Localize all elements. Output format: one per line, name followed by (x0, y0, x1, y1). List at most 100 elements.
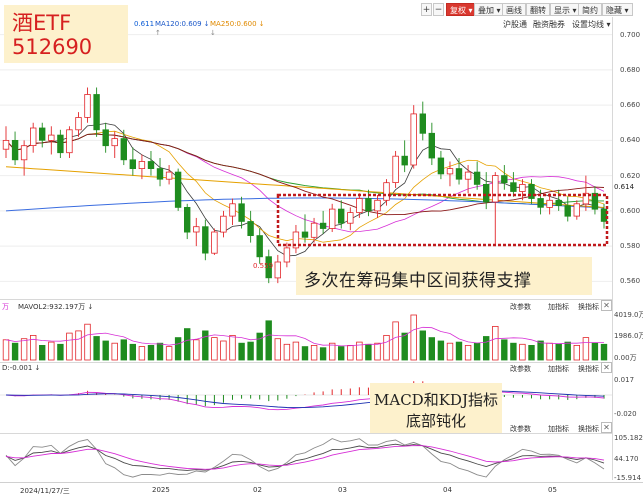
candle-body (546, 199, 553, 208)
indicator-annotation: MACD和KDJ指标 底部钝化 (370, 383, 502, 433)
indicator-text-line2: 底部钝化 (405, 412, 466, 430)
volume-bar (582, 337, 590, 361)
kdj-d-line (5, 445, 605, 470)
volume-bar (419, 330, 426, 361)
margin-link[interactable]: 融资融券 (533, 20, 565, 29)
volume-bar (337, 346, 345, 361)
volume-bar (591, 342, 599, 361)
kdj-j-line (5, 438, 605, 478)
draw-line-button[interactable]: 画线 (502, 3, 526, 16)
vol-change-indicator[interactable]: 换指标 (578, 303, 599, 311)
candle-body (337, 208, 345, 224)
candle-body (292, 231, 300, 249)
volume-bar (274, 338, 281, 361)
flip-button[interactable]: 翻转 (526, 3, 550, 16)
candle-body (310, 222, 318, 238)
volume-bar (256, 332, 263, 361)
macd-close-icon[interactable]: ✕ (601, 362, 612, 373)
candle-body (93, 94, 100, 131)
simple-button[interactable]: 简约 (578, 3, 602, 16)
volume-bar (193, 339, 200, 361)
macd-add-indicator[interactable]: 加指标 (548, 365, 569, 373)
support-text: 多次在筹码集中区间获得支撑 (304, 271, 532, 291)
kdj-axis-bottom: -15.914 (614, 474, 642, 482)
ma250-legend: MA250:0.600 ↓ (210, 20, 265, 28)
volume-bar (39, 344, 46, 361)
candle-body (537, 198, 544, 208)
hide-button[interactable]: 隐藏 ▾ (602, 3, 633, 16)
date-label-05: 05 (548, 486, 557, 494)
volume-bar (156, 342, 164, 361)
candle-body (147, 161, 155, 169)
adjust-button[interactable]: 复权 ▾ (446, 3, 477, 16)
volume-bar (229, 334, 236, 361)
overlay-button[interactable]: 叠加 ▾ (474, 3, 505, 16)
candle-body (365, 198, 372, 212)
ma-legend-value: 0.611 (134, 20, 155, 28)
candle-body (419, 113, 426, 134)
candle-body (410, 113, 417, 166)
volume-bar (383, 334, 390, 361)
volume-bar (437, 340, 445, 361)
volume-bar (247, 341, 254, 361)
candle-body (437, 157, 445, 175)
vol-edit-params[interactable]: 改参数 (510, 303, 531, 311)
low-price-label: 0.559 (253, 262, 274, 270)
candle-body (39, 127, 46, 141)
volume-bar (428, 337, 435, 361)
macd-edit-params[interactable]: 改参数 (510, 365, 531, 373)
candle-body (29, 127, 37, 147)
kdj-change-indicator[interactable]: 换指标 (578, 425, 599, 433)
mavol-line (5, 326, 604, 347)
volume-bar (492, 325, 499, 361)
candle-body (57, 134, 64, 154)
date-label-02: 02 (253, 486, 262, 494)
volume-bar (66, 332, 73, 361)
macd-axis-bottom: -0.020 (614, 410, 637, 418)
ticker-name: 酒ETF (12, 11, 72, 35)
candle-body (156, 168, 164, 180)
candle-body (347, 212, 354, 224)
candle-body (247, 221, 254, 237)
volume-bar (464, 344, 472, 361)
candle-body (11, 139, 19, 161)
zoom-out-button[interactable]: − (433, 3, 444, 16)
price-tick-label: 0.640 (620, 136, 641, 145)
kdj-close-icon[interactable]: ✕ (601, 422, 612, 433)
candle-body (211, 231, 218, 254)
kdj-add-indicator[interactable]: 加指标 (548, 425, 569, 433)
price-tick-label: 0.580 (620, 242, 641, 251)
price-tick-label: 0.560 (620, 277, 641, 286)
display-button[interactable]: 显示 ▾ (550, 3, 581, 16)
volume-bar (93, 336, 100, 361)
date-axis: 2024/11/27/三 2025 02 03 04 05 (0, 482, 643, 498)
zoom-in-button[interactable]: + (421, 3, 432, 16)
candle-body (356, 198, 363, 214)
ticker-code: 512690 (12, 35, 93, 59)
hk-connect-link[interactable]: 沪股通 (503, 20, 527, 29)
kdj-axis-mid: 44.170 (614, 455, 639, 463)
volume-bar (48, 341, 55, 361)
volume-bar (238, 342, 245, 361)
volume-bar (374, 342, 381, 361)
vol-close-icon[interactable]: ✕ (601, 300, 612, 311)
volume-bar (455, 341, 463, 361)
vol-add-indicator[interactable]: 加指标 (548, 303, 569, 311)
volume-bar (528, 344, 535, 361)
candle-body (129, 159, 136, 170)
volume-bar (600, 343, 608, 361)
volume-bar (501, 339, 508, 361)
candle-body (2, 139, 10, 150)
ticker-box: 酒ETF 512690 (4, 5, 128, 63)
date-label-04: 04 (443, 486, 452, 494)
kdj-edit-params[interactable]: 改参数 (510, 425, 531, 433)
support-annotation: 多次在筹码集中区间获得支撑 (296, 257, 592, 295)
candle-body (482, 183, 490, 203)
set-ma-link[interactable]: 设置均线 ▾ (572, 20, 611, 29)
macd-change-indicator[interactable]: 换指标 (578, 365, 599, 373)
candle-body (392, 155, 399, 183)
macd-dea-line (5, 390, 605, 409)
candle-body (265, 256, 272, 279)
candle-body (464, 171, 472, 180)
